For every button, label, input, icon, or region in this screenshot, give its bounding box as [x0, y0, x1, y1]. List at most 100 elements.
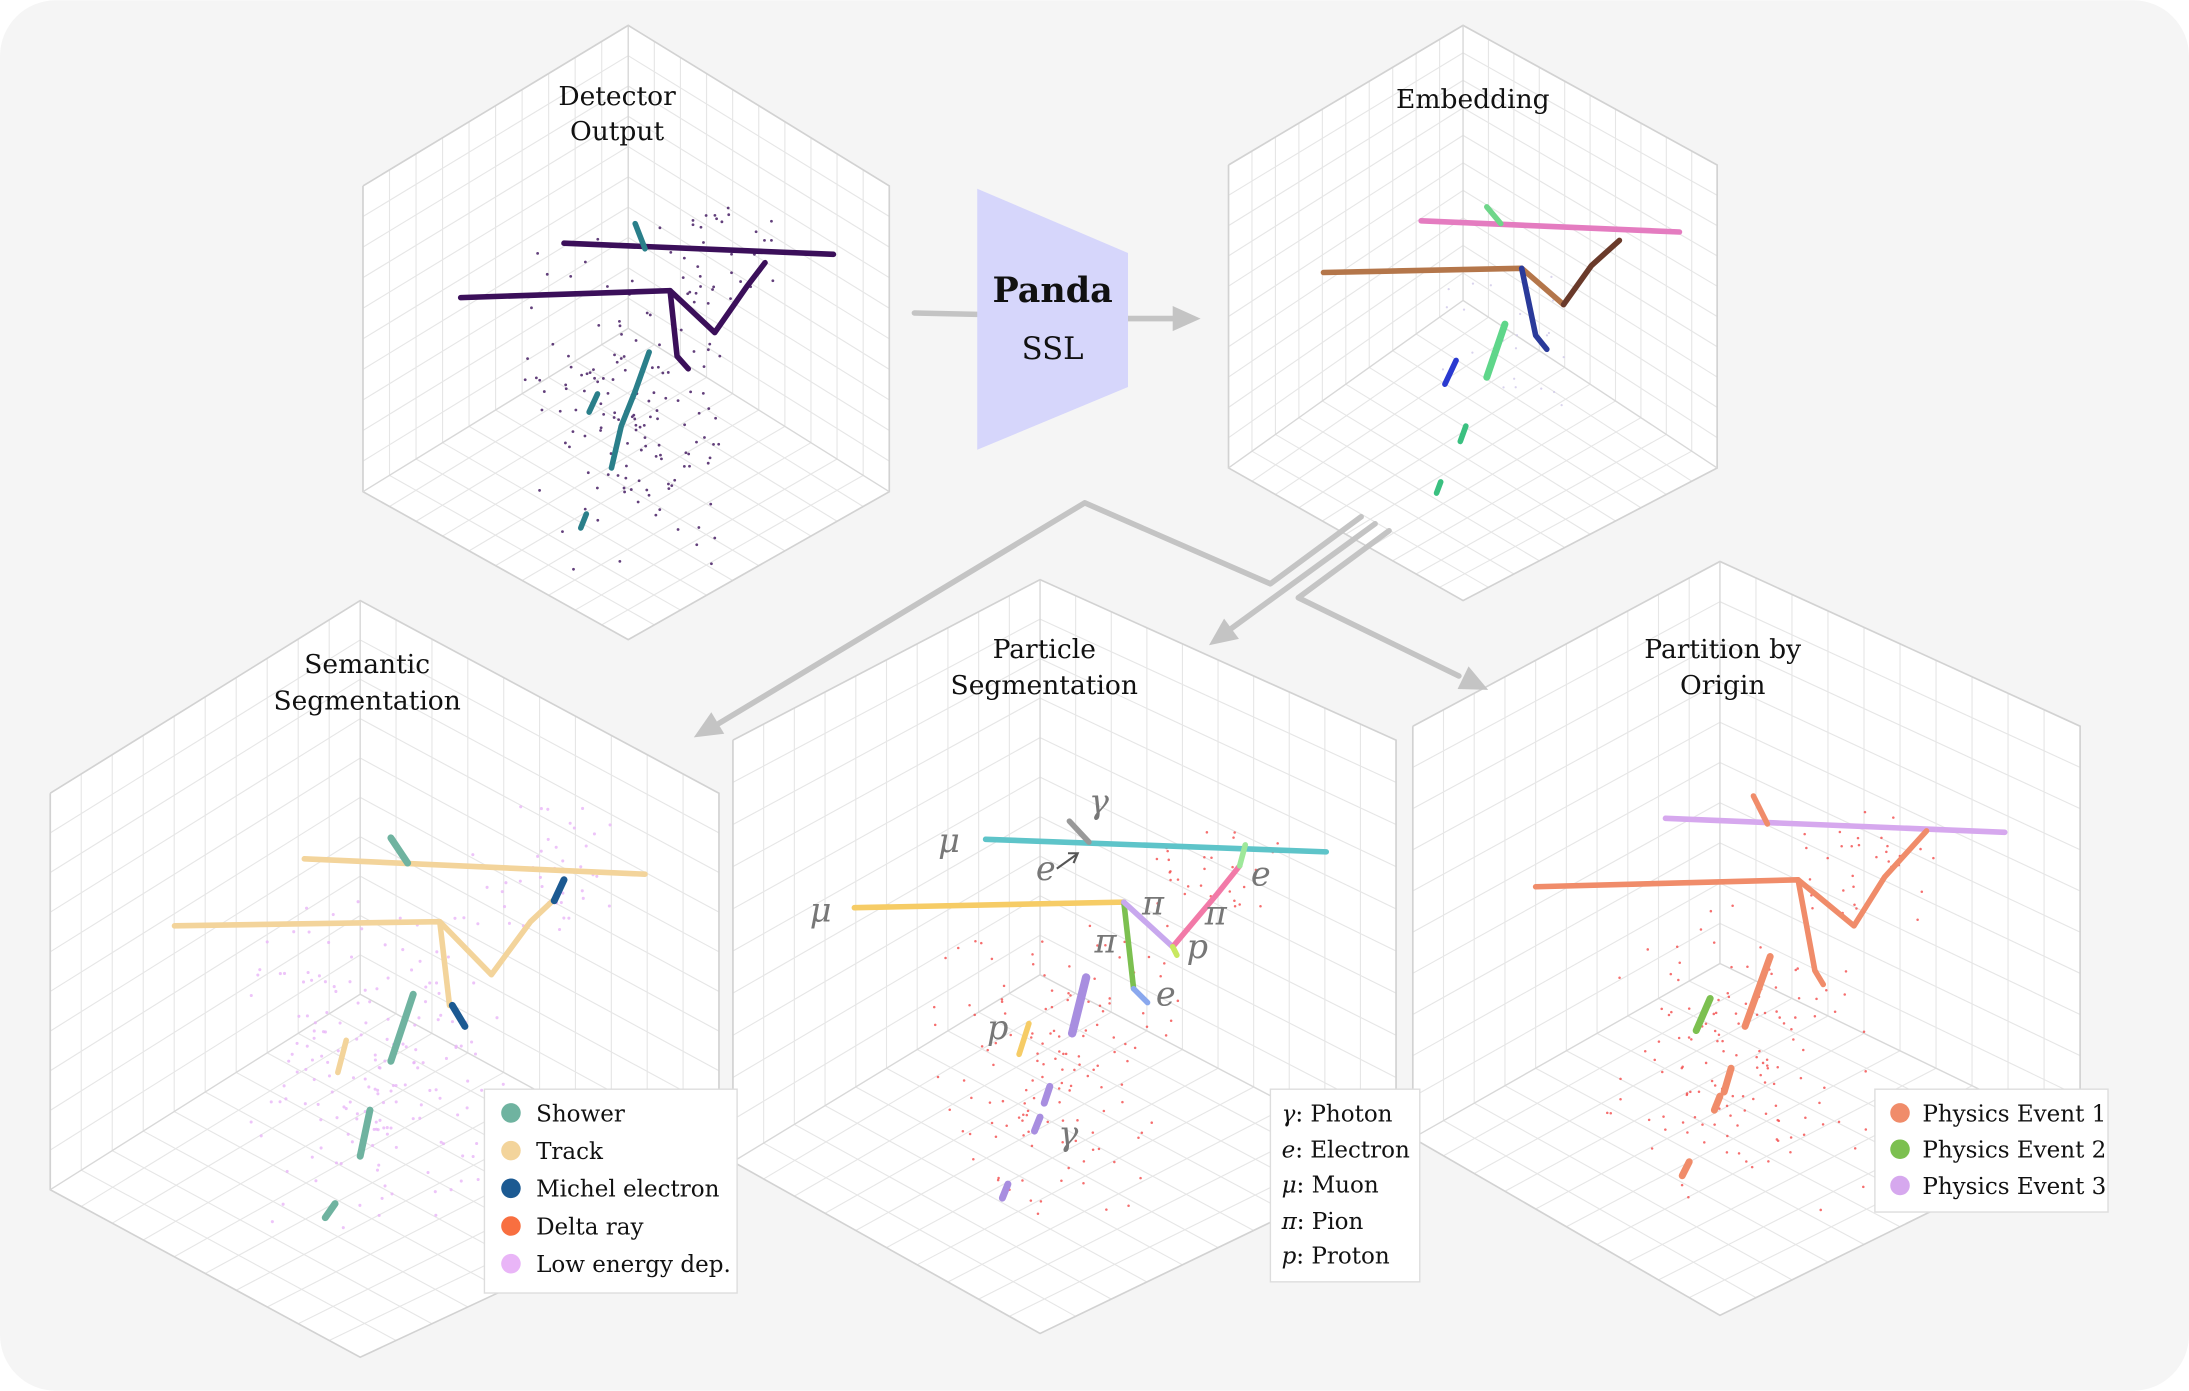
partition-hit-point — [1736, 1124, 1739, 1127]
particle-hit-point — [1054, 1057, 1057, 1061]
detector-hit-point — [688, 464, 691, 468]
semantic-hit-point — [472, 981, 476, 985]
particle-hit-point — [1231, 865, 1234, 869]
embedding-gridline — [1462, 217, 1718, 378]
embedding-gridline — [1228, 79, 1464, 227]
detector-hit-point — [586, 471, 590, 475]
detector-gridline — [627, 55, 890, 217]
detector-hit-point — [625, 464, 628, 468]
semantic-hit-point — [416, 1066, 420, 1070]
semantic-hit-point — [377, 1163, 381, 1167]
partition-hit-point — [1758, 1049, 1761, 1053]
semantic-hit-point — [350, 1140, 354, 1144]
partition-hit-point — [1802, 1133, 1806, 1136]
semantic-hit-point — [562, 916, 566, 920]
detector-hit-point — [707, 407, 711, 411]
semantic-gridline — [49, 915, 361, 1111]
detector-hit-point — [647, 399, 651, 403]
detector-hit-point — [630, 279, 634, 283]
partition-hit-point — [1643, 1049, 1647, 1053]
detector-hit-point — [572, 567, 575, 571]
semantic-hit-point — [249, 1120, 253, 1124]
semantic-hit-point — [371, 1143, 375, 1147]
semantic-hit-point — [363, 1077, 367, 1081]
detector-hit-point — [536, 251, 540, 255]
semantic-shower — [387, 834, 412, 867]
partition-hit-point — [1704, 1022, 1708, 1025]
detector-gridline — [362, 85, 629, 248]
particle-hit-point — [1155, 857, 1159, 861]
particle-hit-point — [1232, 836, 1235, 839]
detector-hit-point — [667, 482, 670, 486]
detector-hit-point — [616, 474, 620, 477]
particle-hit-point — [1093, 977, 1096, 981]
particle-hit-point — [1024, 1088, 1028, 1092]
particle-hit-point — [1044, 1007, 1048, 1011]
partition-hit-point — [1803, 832, 1806, 836]
embedding-pink-track — [1418, 218, 1683, 235]
detector-hit-point — [763, 238, 766, 242]
particle-3d-axes — [732, 578, 1397, 1335]
particle-hit-point — [1199, 884, 1203, 887]
partition-hit-point — [1713, 1084, 1717, 1087]
partition-hit-point — [1717, 1033, 1721, 1036]
semantic-hit-point — [475, 1141, 479, 1146]
embedding-hit-point — [1471, 351, 1474, 354]
partition-gridline — [1412, 882, 1721, 1057]
partition-title-2: Origin — [1680, 670, 1765, 701]
semantic-hit-point — [310, 978, 314, 982]
detector-hit-point — [538, 378, 542, 382]
partition-hit-point — [1690, 1038, 1693, 1041]
semantic-hit-point — [378, 1118, 382, 1122]
particle-hit-point — [1164, 1034, 1168, 1037]
partition-hit-point — [1606, 1111, 1609, 1115]
detector-hit-point — [686, 292, 690, 296]
semantic-hit-point — [504, 881, 508, 885]
partition-hit-point — [1840, 845, 1843, 848]
detector-hit-point — [694, 291, 698, 295]
semantic-hit-point — [313, 1021, 317, 1025]
particle-hit-point — [1031, 962, 1035, 966]
particle-hit-point — [1066, 998, 1069, 1002]
detector-hit-point — [688, 290, 692, 294]
detector-hit-point — [684, 451, 688, 455]
detector-hit-point — [564, 441, 567, 445]
partition-hit-point — [1837, 1120, 1841, 1124]
embedding-gridline — [1322, 366, 1565, 522]
particle-hit-point — [1091, 1148, 1095, 1152]
semantic-hit-point — [303, 1102, 307, 1106]
semantic-gridline — [359, 639, 720, 834]
detector-hit-point — [624, 476, 628, 480]
particle-hit-point — [933, 1023, 937, 1027]
particle-hit-point — [986, 1048, 989, 1052]
partition-hit-point — [1767, 1160, 1770, 1163]
particle-hit-point — [1100, 1085, 1103, 1089]
semantic-hit-point — [584, 844, 588, 848]
semantic-hit-point — [518, 879, 522, 883]
particle-hit-point — [1031, 953, 1034, 956]
particle-hit-point — [1167, 858, 1171, 862]
partition-hit-point — [1737, 1022, 1740, 1025]
detector-hit-point — [561, 530, 564, 534]
semantic-hit-point — [325, 1011, 329, 1015]
partition-hit-point — [1823, 1086, 1826, 1090]
particle-hit-point — [1101, 1010, 1105, 1013]
particle-hit-point — [1166, 849, 1169, 853]
embedding-branch-track — [1518, 265, 1550, 353]
detector-gridline — [468, 393, 733, 552]
embedding-gridline — [1462, 79, 1718, 227]
particle-hit-point — [1169, 878, 1172, 882]
semantic-hit-point — [304, 1067, 308, 1071]
particle-hit-point — [997, 1176, 1000, 1180]
detector-hit-point — [623, 368, 627, 372]
semantic-gridline — [49, 639, 361, 834]
detector-hit-point — [637, 479, 641, 483]
detector-hit-point — [660, 457, 663, 461]
partition-hit-point — [1782, 1022, 1786, 1025]
legend-label-track: Track — [536, 1139, 604, 1165]
semantic-hit-point — [501, 1082, 505, 1086]
particle-hit-point — [972, 1158, 975, 1161]
semantic-hit-point — [439, 1013, 443, 1017]
legend-muon: μ: Muon — [1282, 1172, 1379, 1198]
